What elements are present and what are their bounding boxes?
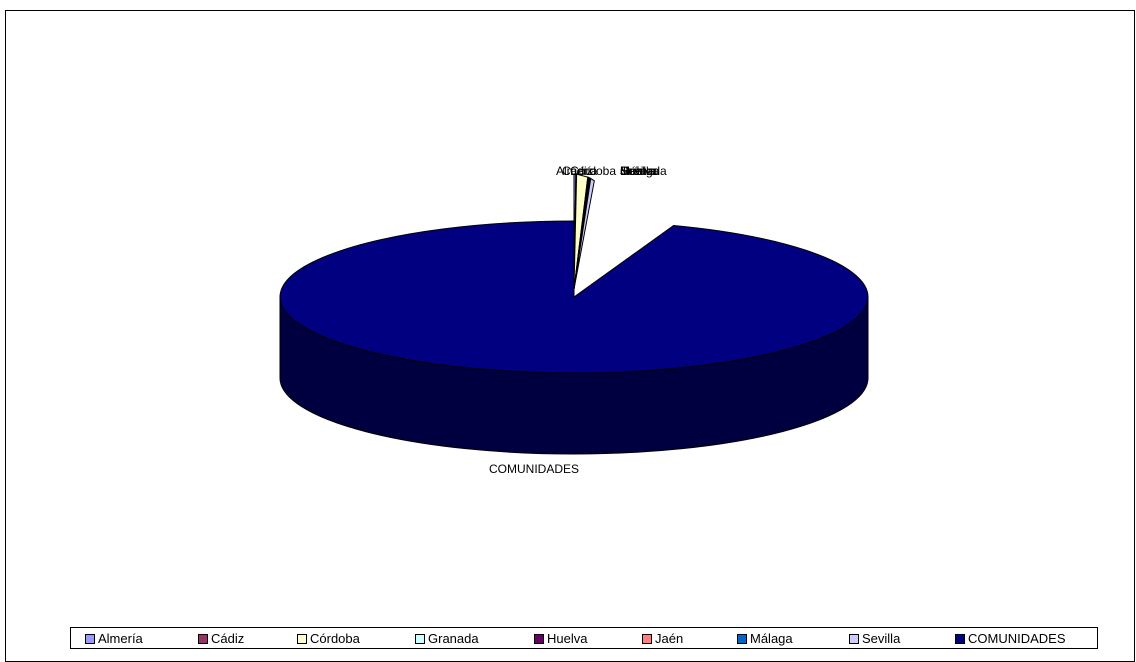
slice-label-jaén: Jaén xyxy=(620,164,646,178)
legend-item-cádiz: Cádiz xyxy=(198,631,244,646)
legend-label: Córdoba xyxy=(310,631,360,646)
legend-swatch xyxy=(737,633,747,644)
legend-label: Cádiz xyxy=(211,631,245,646)
legend-label: Málaga xyxy=(750,631,793,646)
legend-swatch xyxy=(534,633,544,644)
pie-slice-comunidades xyxy=(279,220,869,374)
legend-item-granada: Granada xyxy=(415,631,479,646)
slice-label-málaga: Málaga xyxy=(620,164,660,178)
legend-item-sevilla: Sevilla xyxy=(849,631,900,646)
slice-label-cádiz: Cádiz xyxy=(562,164,593,178)
legend-swatch xyxy=(198,633,208,644)
legend-label: Granada xyxy=(428,631,479,646)
legend-swatch xyxy=(85,633,95,644)
slice-label-sevilla: Sevilla xyxy=(620,164,656,178)
chart-legend: Almería Cádiz Córdoba Granada Huelva Jaén Mála… xyxy=(70,627,1098,649)
legend-label: Huelva xyxy=(547,631,588,646)
slice-label-granada: Granada xyxy=(620,164,667,178)
legend-item-málaga: Málaga xyxy=(737,631,793,646)
legend-label: COMUNIDADES xyxy=(968,631,1066,646)
slice-label-almería: Almería xyxy=(556,164,598,178)
slice-label-comunidades: COMUNIDADES xyxy=(489,462,579,476)
legend-swatch xyxy=(642,633,652,644)
slice-label-córdoba: Córdoba xyxy=(570,164,616,178)
legend-swatch xyxy=(297,633,307,644)
legend-label: Jaén xyxy=(655,631,684,646)
legend-item-huelva: Huelva xyxy=(534,631,587,646)
legend-item-córdoba: Córdoba xyxy=(297,631,360,646)
pie-slice-sevilla xyxy=(573,177,595,290)
legend-swatch xyxy=(849,633,859,644)
legend-label: Sevilla xyxy=(862,631,901,646)
legend-label: Almería xyxy=(98,631,143,646)
legend-item-comunidades: COMUNIDADES xyxy=(955,631,1066,646)
slice-label-huelva: Huelva xyxy=(620,164,658,178)
legend-item-jaén: Jaén xyxy=(642,631,683,646)
legend-item-almería: Almería xyxy=(85,631,143,646)
legend-swatch xyxy=(955,633,965,644)
legend-swatch xyxy=(415,633,425,644)
